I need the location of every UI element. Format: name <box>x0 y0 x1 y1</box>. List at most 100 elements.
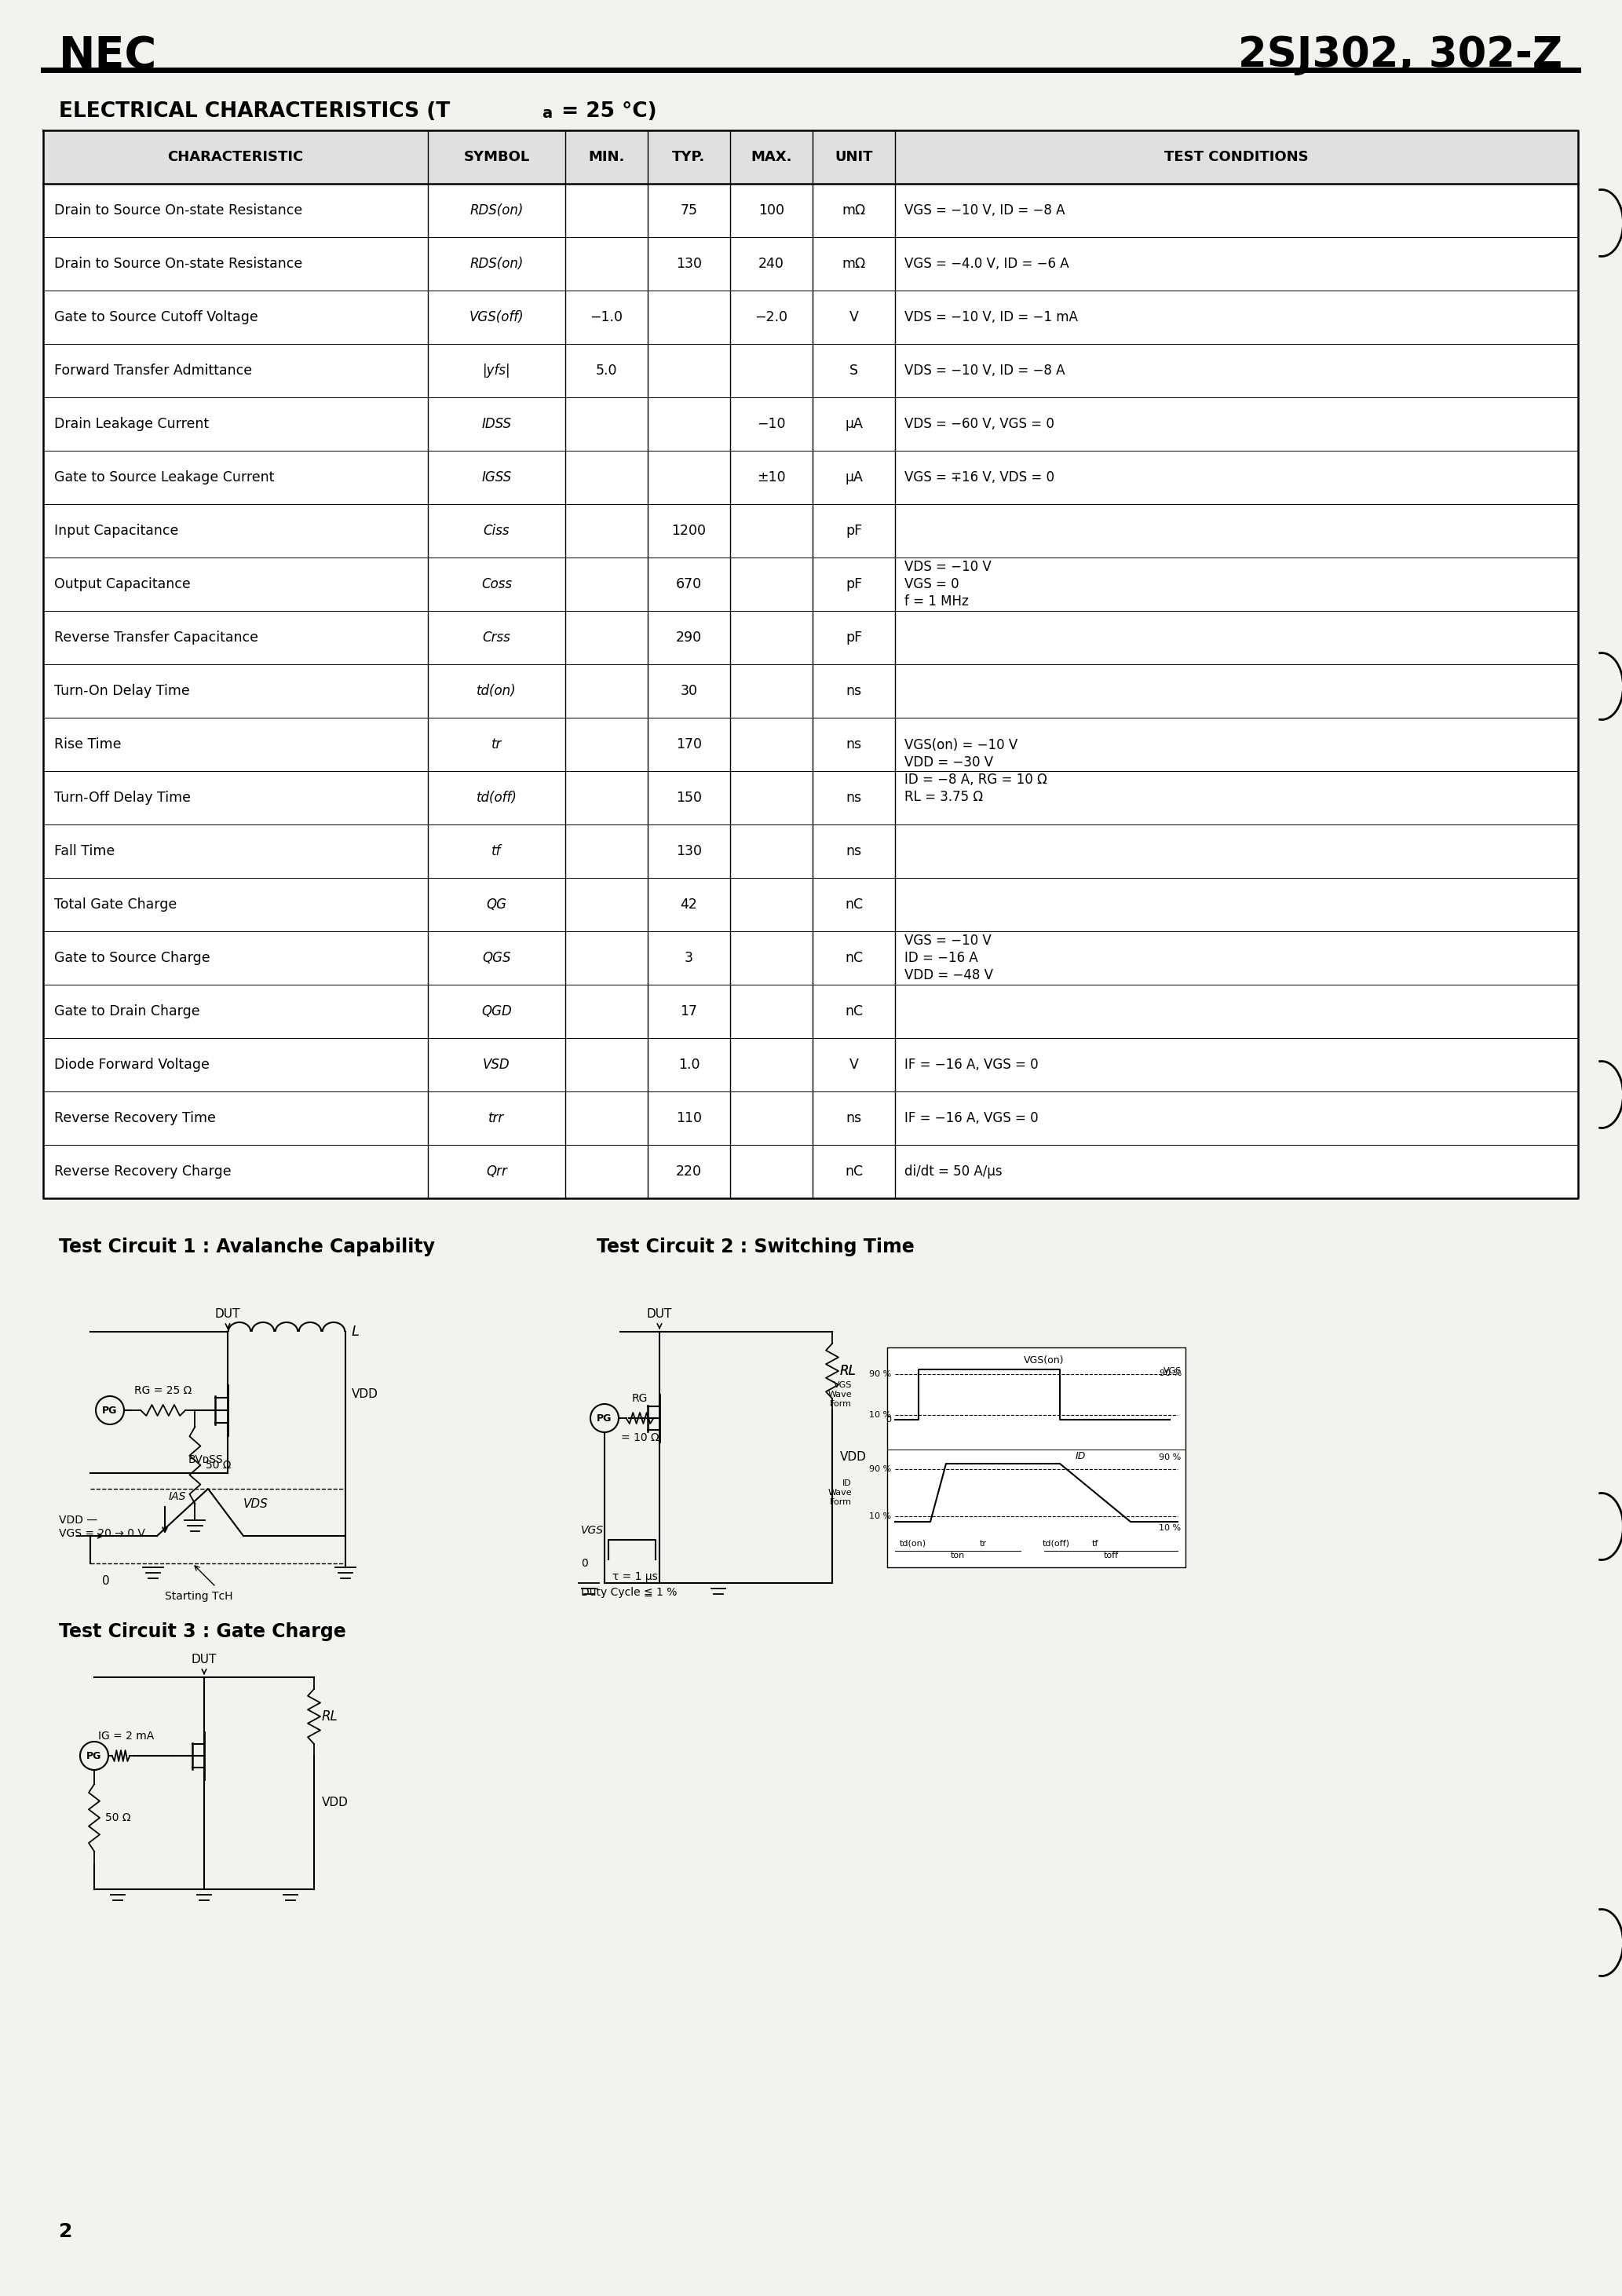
Text: td(on): td(on) <box>477 684 516 698</box>
Text: 1200: 1200 <box>672 523 706 537</box>
Text: 170: 170 <box>676 737 702 751</box>
Text: DUT: DUT <box>191 1653 217 1665</box>
Text: ±10: ±10 <box>757 471 785 484</box>
Text: Gate to Source Charge: Gate to Source Charge <box>54 951 211 964</box>
Text: pF: pF <box>845 523 861 537</box>
Text: Drain Leakage Current: Drain Leakage Current <box>54 418 209 432</box>
Text: tr: tr <box>491 737 501 751</box>
Text: Test Circuit 3 : Gate Charge: Test Circuit 3 : Gate Charge <box>58 1623 345 1642</box>
Text: td(off): td(off) <box>477 790 517 806</box>
Text: 240: 240 <box>759 257 785 271</box>
Text: di/dt = 50 A/μs: di/dt = 50 A/μs <box>905 1164 1002 1178</box>
Text: 220: 220 <box>676 1164 702 1178</box>
Text: RL = 3.75 Ω: RL = 3.75 Ω <box>905 790 983 804</box>
Text: VDS = −10 V, ID = −8 A: VDS = −10 V, ID = −8 A <box>905 363 1066 379</box>
Text: 10 %: 10 % <box>1158 1525 1181 1531</box>
Text: mΩ: mΩ <box>842 204 866 218</box>
Text: VGS(off): VGS(off) <box>469 310 524 324</box>
Text: Starting TᴄH: Starting TᴄH <box>165 1591 234 1603</box>
Text: pF: pF <box>845 576 861 592</box>
Text: trr: trr <box>488 1111 504 1125</box>
Text: 3: 3 <box>684 951 693 964</box>
Text: 90 %: 90 % <box>1160 1368 1181 1378</box>
Text: 110: 110 <box>676 1111 702 1125</box>
Text: Gate to Source Cutoff Voltage: Gate to Source Cutoff Voltage <box>54 310 258 324</box>
Text: IAS: IAS <box>169 1490 187 1502</box>
Text: ID = −16 A: ID = −16 A <box>905 951 978 964</box>
Text: ns: ns <box>847 737 861 751</box>
Text: RL: RL <box>321 1711 337 1724</box>
Text: Turn-On Delay Time: Turn-On Delay Time <box>54 684 190 698</box>
Text: VDS = −10 V, ID = −1 mA: VDS = −10 V, ID = −1 mA <box>905 310 1079 324</box>
Text: f = 1 MHz: f = 1 MHz <box>905 595 968 608</box>
Text: 17: 17 <box>680 1003 697 1019</box>
Text: VGS
Wave
Form: VGS Wave Form <box>827 1382 852 1407</box>
Text: MIN.: MIN. <box>589 149 624 163</box>
Text: Crss: Crss <box>482 631 511 645</box>
Text: 10 %: 10 % <box>869 1410 890 1419</box>
Text: RDS(on): RDS(on) <box>470 257 524 271</box>
Text: Coss: Coss <box>482 576 513 592</box>
Text: VGS: VGS <box>581 1525 603 1536</box>
Text: td(on): td(on) <box>899 1541 926 1548</box>
Text: −1.0: −1.0 <box>590 310 623 324</box>
Text: 90 %: 90 % <box>1158 1453 1181 1460</box>
Text: VDS = −60 V, VGS = 0: VDS = −60 V, VGS = 0 <box>905 418 1054 432</box>
Text: Forward Transfer Admittance: Forward Transfer Admittance <box>54 363 251 379</box>
Bar <box>44 131 1578 184</box>
Text: V: V <box>850 310 858 324</box>
Text: Reverse Recovery Time: Reverse Recovery Time <box>54 1111 216 1125</box>
Text: toff: toff <box>1103 1552 1119 1559</box>
Text: UNIT: UNIT <box>835 149 873 163</box>
Bar <box>895 505 1577 664</box>
Text: PG: PG <box>86 1750 102 1761</box>
Text: a: a <box>542 106 551 122</box>
Text: ns: ns <box>847 684 861 698</box>
Text: V: V <box>850 1058 858 1072</box>
Text: 130: 130 <box>676 257 702 271</box>
Text: Gate to Source Leakage Current: Gate to Source Leakage Current <box>54 471 274 484</box>
Text: ns: ns <box>847 790 861 806</box>
Text: 0: 0 <box>581 1559 587 1568</box>
Text: VDD: VDD <box>840 1451 866 1463</box>
Text: Fall Time: Fall Time <box>54 845 115 859</box>
Text: ns: ns <box>847 845 861 859</box>
Text: IF = −16 A, VGS = 0: IF = −16 A, VGS = 0 <box>905 1058 1038 1072</box>
Text: PG: PG <box>597 1412 611 1424</box>
Text: VGS = −10 V, ID = −8 A: VGS = −10 V, ID = −8 A <box>905 204 1066 218</box>
Text: 0: 0 <box>102 1575 110 1587</box>
Bar <box>44 131 1578 1199</box>
Text: −2.0: −2.0 <box>754 310 788 324</box>
Text: Ciss: Ciss <box>483 523 509 537</box>
Text: TYP.: TYP. <box>673 149 706 163</box>
Text: 75: 75 <box>680 204 697 218</box>
Text: 290: 290 <box>676 631 702 645</box>
Text: Drain to Source On-state Resistance: Drain to Source On-state Resistance <box>54 204 302 218</box>
Text: VDS = −10 V: VDS = −10 V <box>905 560 991 574</box>
Text: Drain to Source On-state Resistance: Drain to Source On-state Resistance <box>54 257 302 271</box>
Text: 2: 2 <box>58 2223 73 2241</box>
Text: pF: pF <box>845 631 861 645</box>
Text: VGS = −4.0 V, ID = −6 A: VGS = −4.0 V, ID = −6 A <box>905 257 1069 271</box>
Text: IG = 2 mA: IG = 2 mA <box>99 1731 154 1743</box>
Text: ns: ns <box>847 1111 861 1125</box>
Text: Turn-Off Delay Time: Turn-Off Delay Time <box>54 790 191 806</box>
Text: 90 %: 90 % <box>869 1371 890 1378</box>
Text: VGS = ∓16 V, VDS = 0: VGS = ∓16 V, VDS = 0 <box>905 471 1054 484</box>
Text: mΩ: mΩ <box>842 257 866 271</box>
Text: td(off): td(off) <box>1043 1541 1069 1548</box>
Text: nC: nC <box>845 951 863 964</box>
Text: Total Gate Charge: Total Gate Charge <box>54 898 177 912</box>
Text: ID = −8 A, RG = 10 Ω: ID = −8 A, RG = 10 Ω <box>905 774 1048 788</box>
Text: TEST CONDITIONS: TEST CONDITIONS <box>1165 149 1309 163</box>
Text: nC: nC <box>845 1003 863 1019</box>
Text: QG: QG <box>487 898 506 912</box>
Text: Input Capacitance: Input Capacitance <box>54 523 178 537</box>
Text: Test Circuit 2 : Switching Time: Test Circuit 2 : Switching Time <box>597 1238 915 1256</box>
Text: RG: RG <box>633 1394 647 1403</box>
Text: tf: tf <box>491 845 501 859</box>
Text: BVᴅSS: BVᴅSS <box>188 1453 224 1465</box>
Text: Test Circuit 1 : Avalanche Capability: Test Circuit 1 : Avalanche Capability <box>58 1238 435 1256</box>
Text: VGS: VGS <box>1163 1366 1181 1375</box>
Text: QGD: QGD <box>482 1003 513 1019</box>
